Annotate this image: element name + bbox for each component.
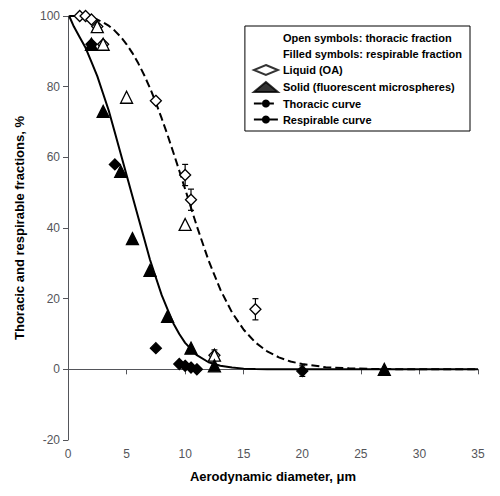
svg-text:15: 15	[237, 447, 251, 461]
svg-text:Thoracic and respirable fracti: Thoracic and respirable fractions, %	[12, 116, 27, 340]
svg-text:100: 100	[40, 9, 60, 23]
svg-text:0: 0	[53, 362, 60, 376]
svg-text:5: 5	[123, 447, 130, 461]
svg-text:20: 20	[47, 292, 61, 306]
svg-text:Liquid (OA): Liquid (OA)	[283, 64, 343, 76]
svg-text:40: 40	[47, 221, 61, 235]
svg-text:10: 10	[178, 447, 192, 461]
svg-text:Thoracic curve: Thoracic curve	[283, 98, 361, 110]
svg-text:0: 0	[65, 447, 72, 461]
svg-text:20: 20	[296, 447, 310, 461]
svg-text:Aerodynamic diameter, μm: Aerodynamic diameter, μm	[190, 469, 356, 484]
svg-text:Open symbols: thoracic fractio: Open symbols: thoracic fraction	[283, 32, 452, 44]
svg-text:80: 80	[47, 80, 61, 94]
svg-text:30: 30	[413, 447, 427, 461]
svg-text:Solid (fluorescent microsphere: Solid (fluorescent microspheres)	[283, 81, 455, 93]
svg-text:35: 35	[471, 447, 485, 461]
svg-text:Respirable curve: Respirable curve	[283, 114, 372, 126]
svg-text:25: 25	[354, 447, 368, 461]
svg-text:60: 60	[47, 150, 61, 164]
svg-text:-20: -20	[43, 433, 61, 447]
svg-text:Filled symbols: respirable fra: Filled symbols: respirable fraction	[283, 48, 462, 60]
